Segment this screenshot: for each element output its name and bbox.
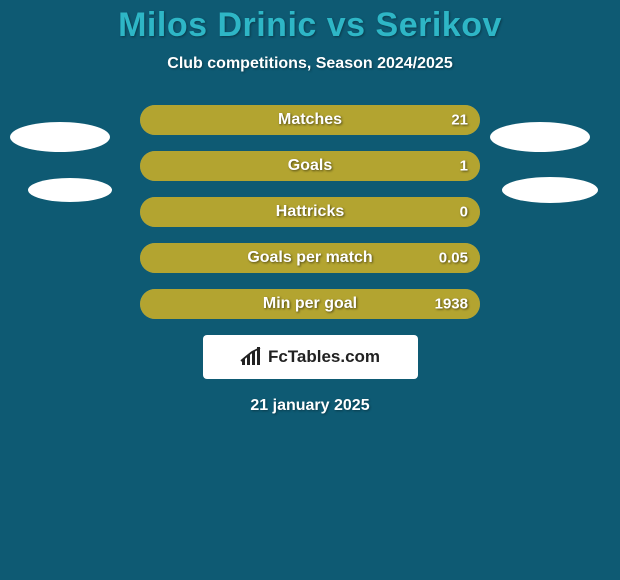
stat-bars: Matches 21 Goals 1 Hattricks 0 Goals per match… [140, 105, 480, 319]
stat-row: Goals 1 [140, 151, 480, 181]
stat-label: Goals per match [247, 249, 372, 267]
stat-label: Goals [288, 157, 332, 175]
player-badge-placeholder [502, 177, 598, 203]
comparison-infographic: Milos Drinic vs Serikov Club competition… [0, 0, 620, 580]
logo-text: FcTables.com [268, 347, 380, 367]
player-badge-placeholder [28, 178, 112, 202]
stat-value-right: 0 [460, 204, 468, 221]
stat-row: Goals per match 0.05 [140, 243, 480, 273]
stat-value-right: 0.05 [439, 250, 468, 267]
stat-row: Min per goal 1938 [140, 289, 480, 319]
player-badge-placeholder [10, 122, 110, 152]
source-logo: FcTables.com [203, 335, 418, 379]
page-title: Milos Drinic vs Serikov [0, 0, 620, 45]
subtitle: Club competitions, Season 2024/2025 [0, 55, 620, 73]
stat-row: Matches 21 [140, 105, 480, 135]
stat-label: Hattricks [276, 203, 344, 221]
stat-value-right: 1938 [435, 296, 468, 313]
date-text: 21 january 2025 [0, 397, 620, 415]
stat-value-right: 21 [451, 112, 468, 129]
stat-label: Matches [278, 111, 342, 129]
player-badge-placeholder [490, 122, 590, 152]
stat-label: Min per goal [263, 295, 357, 313]
stat-value-right: 1 [460, 158, 468, 175]
barchart-icon [240, 347, 262, 367]
stat-row: Hattricks 0 [140, 197, 480, 227]
